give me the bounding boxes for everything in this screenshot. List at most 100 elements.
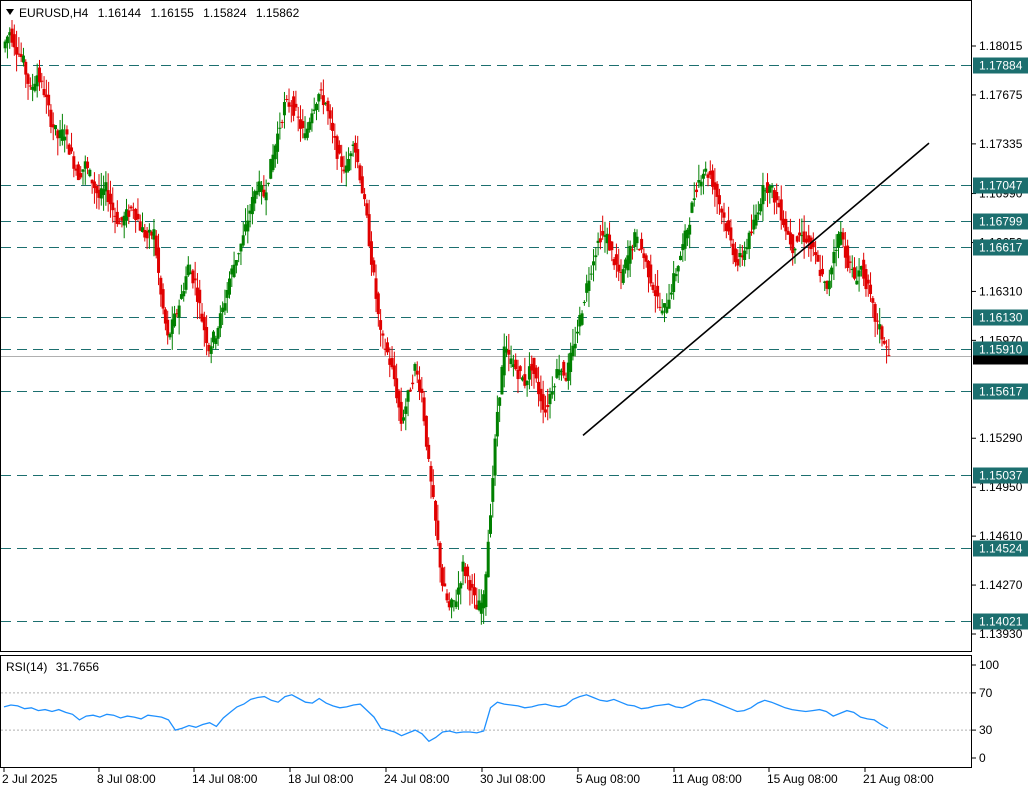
close-value: 1.15862	[256, 6, 300, 20]
open-value: 1.16144	[98, 6, 142, 20]
candle-body	[246, 220, 250, 232]
candle-body	[88, 169, 92, 177]
candle-body	[521, 377, 525, 381]
trend-line-segment[interactable]	[582, 142, 930, 436]
candle-body	[60, 129, 64, 141]
level-price-box	[973, 613, 1028, 630]
candle-body	[118, 223, 122, 225]
candle-body	[287, 102, 291, 107]
candle-body	[621, 269, 625, 283]
candle-body	[324, 103, 328, 105]
candle-body	[202, 316, 206, 331]
candle-body	[280, 121, 284, 123]
candle-body	[546, 405, 550, 408]
candle-body	[152, 229, 156, 240]
rsi-tick-label: 30	[979, 723, 993, 737]
candle-body	[63, 136, 67, 141]
candle-body	[102, 189, 106, 196]
candle-body	[642, 253, 646, 259]
candle-body	[853, 267, 857, 279]
candle-body	[402, 417, 406, 421]
level-price-box	[973, 383, 1028, 400]
candle-body	[241, 235, 245, 246]
candle-body	[122, 215, 126, 226]
candle-body	[81, 169, 85, 172]
rsi-line	[1, 692, 971, 743]
candle-body	[408, 389, 412, 392]
candle-body	[704, 168, 708, 172]
level-price-box	[973, 467, 1028, 484]
candle-body	[266, 182, 270, 184]
candle-body	[573, 343, 577, 349]
candle-body	[486, 541, 490, 578]
candle-body	[807, 235, 811, 242]
horizontal-levels[interactable]	[1, 65, 971, 622]
candle-body	[635, 236, 639, 244]
candle-body	[372, 260, 376, 273]
candle-body	[143, 229, 147, 238]
candle-body	[669, 292, 673, 295]
candle-body	[244, 224, 248, 232]
candle-body	[456, 587, 460, 595]
candle-body	[786, 230, 790, 235]
candle-body	[415, 370, 419, 375]
candle-body	[67, 144, 71, 155]
candle-body	[491, 478, 495, 502]
candle-body	[859, 265, 863, 270]
candle-body	[493, 438, 497, 476]
candle-body	[390, 358, 394, 368]
candle-body	[115, 211, 119, 224]
candle-body	[459, 583, 463, 589]
candle-body	[832, 251, 836, 264]
candle-body	[392, 365, 396, 380]
rsi-header: RSI(14) 31.7656	[6, 660, 99, 674]
candle-body	[582, 302, 586, 304]
candle-body	[70, 147, 74, 152]
candle-body	[660, 310, 664, 314]
candle-body	[605, 233, 609, 244]
candle-body	[234, 259, 238, 266]
candle-body	[873, 304, 877, 322]
candle-body	[562, 361, 566, 376]
candle-body	[209, 346, 213, 354]
candle-body	[360, 176, 364, 194]
candle-body	[514, 359, 518, 370]
candle-body	[21, 55, 25, 63]
candle-body	[495, 411, 499, 437]
candle-body	[319, 89, 323, 91]
candle-body	[747, 232, 751, 249]
candle-body	[500, 366, 504, 395]
trend-line[interactable]	[582, 142, 930, 436]
level-price-box	[973, 540, 1028, 557]
candle-body	[83, 161, 87, 169]
candle-body	[539, 388, 543, 402]
candle-body	[820, 268, 824, 275]
candle-body	[376, 293, 380, 315]
collapse-triangle-icon[interactable]	[6, 9, 14, 15]
candle-body	[379, 320, 383, 330]
candle-body	[782, 218, 786, 226]
candle-body	[658, 306, 662, 308]
candle-body	[745, 247, 749, 250]
candle-body	[523, 374, 527, 386]
candle-body	[431, 485, 435, 498]
candle-body	[733, 248, 737, 263]
candle-body	[365, 203, 369, 216]
candle-body	[768, 186, 772, 193]
candle-body	[328, 110, 332, 119]
candle-body	[553, 386, 557, 388]
high-value: 1.16155	[150, 6, 194, 20]
candle-body	[763, 190, 767, 192]
candle-body	[72, 156, 76, 169]
candle-body	[743, 250, 747, 261]
candle-body	[543, 409, 547, 413]
candle-body	[452, 600, 456, 602]
candle-body	[463, 566, 467, 576]
candle-body	[482, 594, 486, 609]
candle-body	[179, 294, 183, 299]
level-price-box	[973, 309, 1028, 326]
candle-body	[665, 306, 669, 313]
level-price-label: 1.15617	[979, 385, 1023, 399]
candle-body	[207, 344, 211, 352]
